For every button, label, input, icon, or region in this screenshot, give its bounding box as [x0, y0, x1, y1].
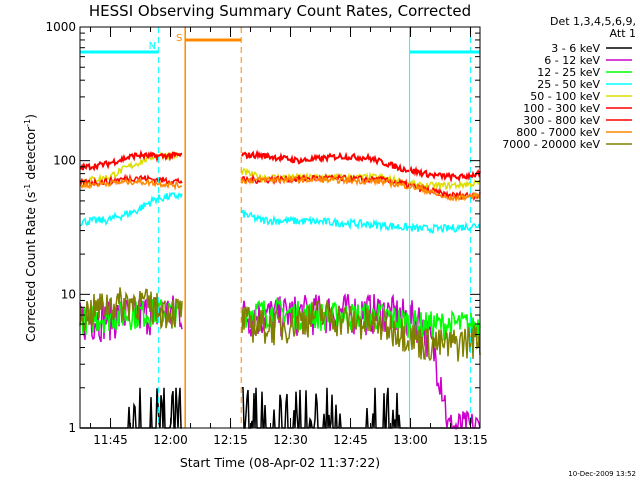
legend-label: 25 - 50 keV — [537, 78, 600, 91]
legend-label: 6 - 12 keV — [544, 54, 600, 67]
y-axis-label-part3: ) — [23, 114, 38, 119]
saa-marker-label: S — [176, 33, 182, 44]
series-line-0 — [80, 387, 480, 430]
y-axis-label-part2: detector — [23, 126, 38, 184]
y-axis-label-exp2: -1 — [23, 119, 32, 127]
legend-header-line1: Det 1,3,4,5,6,9, — [550, 15, 636, 28]
x-tick-label: 12:30 — [273, 433, 308, 447]
plot-frame — [79, 26, 481, 429]
y-tick-label: 1000 — [45, 20, 76, 34]
x-tick-label: 11:45 — [93, 433, 128, 447]
timestamp-footer: 10-Dec-2009 13:52 — [568, 470, 636, 478]
chart-title: HESSI Observing Summary Count Rates, Cor… — [89, 2, 471, 20]
x-tick-label: 12:00 — [153, 433, 188, 447]
legend-label: 300 - 800 keV — [523, 114, 600, 127]
series-line-5 — [79, 149, 481, 184]
x-tick-label: 12:45 — [333, 433, 368, 447]
series-line-7 — [79, 174, 481, 203]
series-line-6 — [79, 172, 481, 202]
y-axis-label-part1: Corrected Count Rate (s — [23, 192, 38, 342]
legend-label: 7000 - 20000 keV — [502, 138, 600, 151]
night-marker-label: N — [149, 41, 156, 52]
x-tick-label: 13:00 — [393, 433, 428, 447]
y-tick-label: 10 — [61, 287, 76, 301]
plot-area — [79, 149, 481, 431]
y-axis-label-exp1: -1 — [23, 184, 32, 192]
x-axis: 11:45 12:00 12:15 12:30 12:45 13:00 13:15 — [90, 27, 488, 447]
series-line-8 — [79, 287, 481, 362]
x-axis-label: Start Time (08-Apr-02 11:37:22) — [180, 455, 380, 470]
x-tick-label: 13:15 — [453, 433, 488, 447]
legend-label: 800 - 7000 keV — [516, 126, 600, 139]
legend-label: 100 - 300 keV — [523, 102, 600, 115]
y-tick-label: 1 — [68, 421, 76, 435]
x-tick-label: 12:15 — [213, 433, 248, 447]
y-axis: 1 10 100 1000 — [45, 20, 480, 435]
legend-label: 12 - 25 keV — [537, 66, 600, 79]
legend-label: 3 - 6 keV — [551, 42, 600, 55]
y-tick-label: 100 — [53, 154, 76, 168]
legend-header-line2: Att 1 — [610, 27, 636, 40]
event-markers: NS — [80, 27, 480, 428]
series-line-3 — [79, 191, 481, 235]
y-axis-label: Corrected Count Rate (s-1 detector-1) — [23, 114, 38, 342]
legend-label: 50 - 100 keV — [530, 90, 600, 103]
